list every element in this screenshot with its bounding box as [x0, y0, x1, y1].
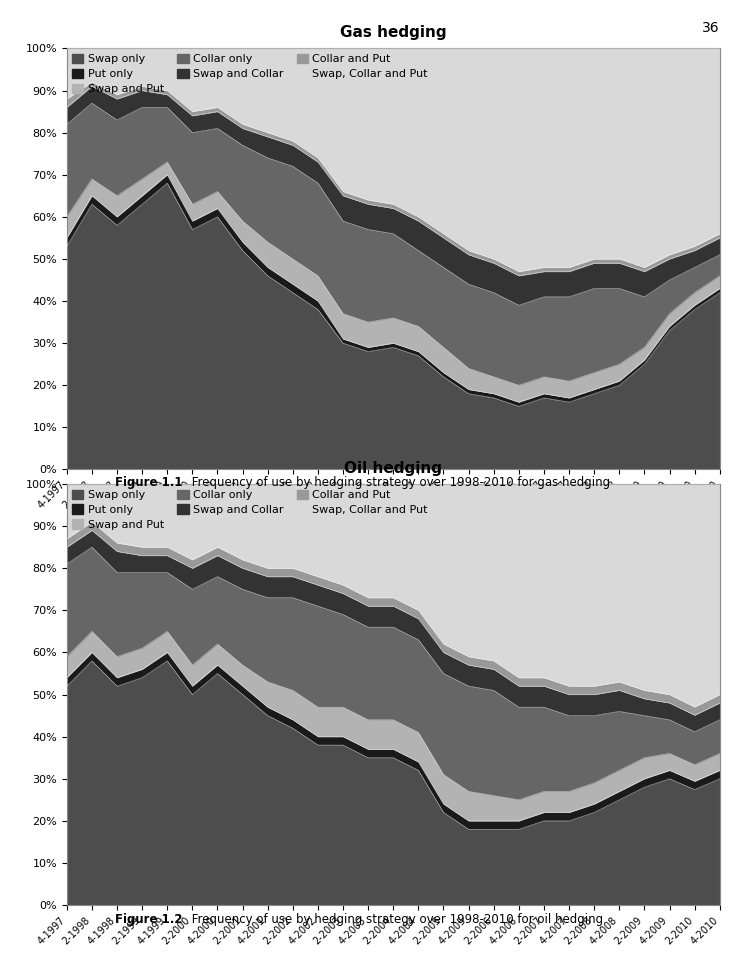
Title: Oil hedging: Oil hedging	[344, 461, 442, 476]
Text: 36: 36	[702, 21, 720, 35]
Text: Frequency of use by hedging strategy over 1998-2010 for oil hedging: Frequency of use by hedging strategy ove…	[188, 913, 603, 925]
Text: Frequency of use by hedging strategy over 1998-2010 for gas hedging: Frequency of use by hedging strategy ove…	[188, 476, 610, 489]
Text: Figure 1.2: Figure 1.2	[115, 913, 183, 925]
Legend: Swap only, Put only, Swap and Put, Collar only, Swap and Collar, Collar and Put,: Swap only, Put only, Swap and Put, Colla…	[72, 490, 428, 529]
Text: Figure 1.1: Figure 1.1	[115, 476, 183, 489]
Title: Gas hedging: Gas hedging	[340, 25, 447, 41]
Legend: Swap only, Put only, Swap and Put, Collar only, Swap and Collar, Collar and Put,: Swap only, Put only, Swap and Put, Colla…	[72, 54, 428, 94]
